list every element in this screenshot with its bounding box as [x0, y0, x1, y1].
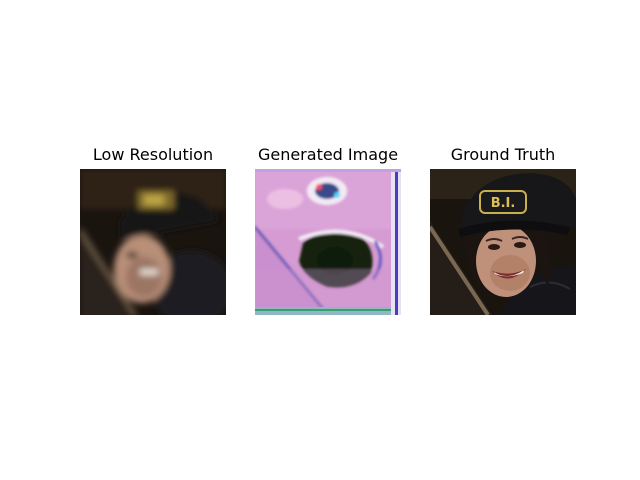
panel-title-generated-image: Generated Image	[257, 145, 399, 164]
cap-badge	[479, 190, 527, 214]
generated-picture	[255, 169, 401, 315]
panel-title-ground-truth: Ground Truth	[450, 145, 556, 164]
low-resolution-picture	[80, 169, 226, 315]
low-resolution-image	[80, 169, 226, 315]
ground-truth-picture: B.I.	[430, 169, 576, 315]
ground-truth-image: B.I.	[430, 169, 576, 315]
panel-title-low-resolution: Low Resolution	[92, 145, 214, 164]
generated-image	[255, 169, 401, 315]
cap-badge-text: B.I.	[491, 196, 516, 211]
